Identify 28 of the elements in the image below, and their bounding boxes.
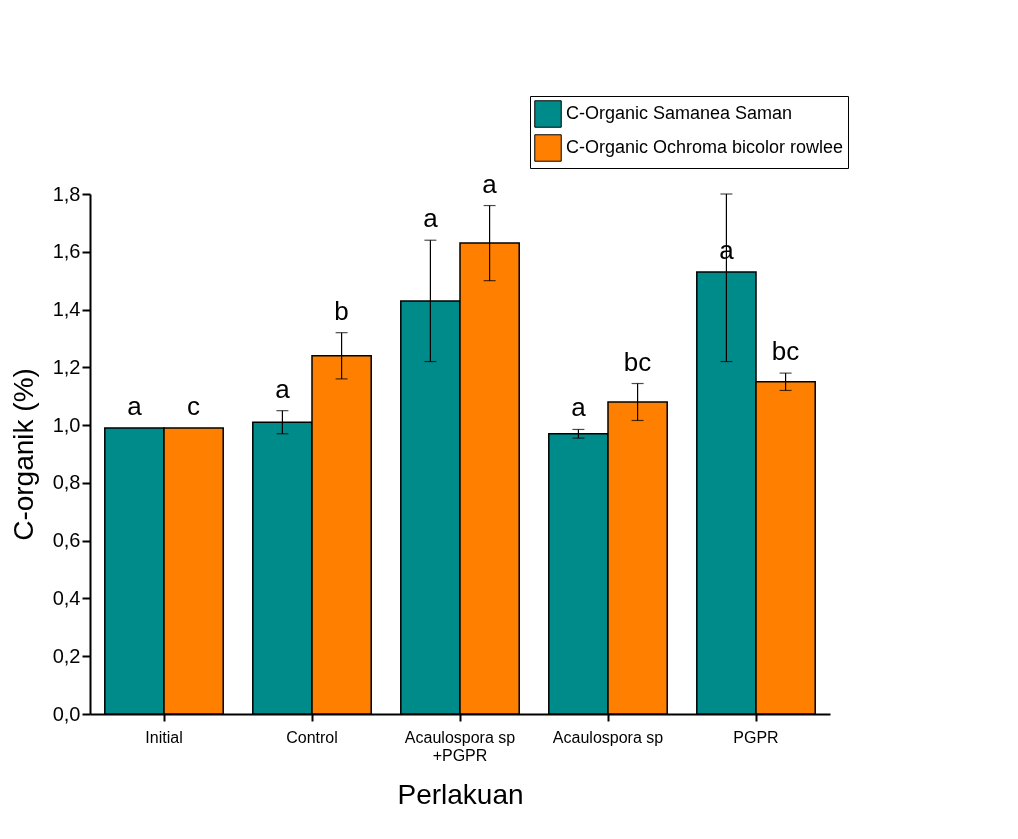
y-tick-label: 1,8 <box>52 182 81 205</box>
y-tick-label: 0,4 <box>52 586 81 609</box>
x-tick-label: Control <box>286 728 338 746</box>
data-label: a <box>571 392 587 423</box>
data-label: a <box>275 373 291 404</box>
data-label: bc <box>771 336 800 367</box>
y-tick-label: 1,0 <box>52 413 81 436</box>
y-tick-label: 0,6 <box>52 529 81 552</box>
y-tick-label: 0,2 <box>52 644 81 667</box>
x-tick-label: PGPR <box>733 728 779 746</box>
y-tick-label: 1,4 <box>52 298 81 321</box>
y-tick-label: 1,2 <box>52 355 81 378</box>
data-label: a <box>127 391 143 421</box>
y-tick-label: 1,6 <box>52 240 81 263</box>
x-tick-label: Acaulospora sp +PGPR <box>404 728 516 764</box>
y-axis-title: C-organik (%) <box>7 368 39 541</box>
legend-label: C-Organic Ochroma bicolor rowlee <box>566 137 844 157</box>
y-tick-label: 0,8 <box>52 471 81 494</box>
legend-label: C-Organic Samanea Saman <box>566 103 793 123</box>
data-label: bc <box>623 346 652 377</box>
x-axis-title: Perlakuan <box>397 778 524 810</box>
y-tick-label: 0,0 <box>52 702 81 725</box>
x-tick-label: Initial <box>145 728 183 746</box>
x-tick-label: Acaulospora sp <box>552 728 664 746</box>
data-label: a <box>482 168 498 199</box>
data-label: c <box>187 391 201 421</box>
data-label: a <box>423 203 439 234</box>
data-label: b <box>334 295 349 326</box>
